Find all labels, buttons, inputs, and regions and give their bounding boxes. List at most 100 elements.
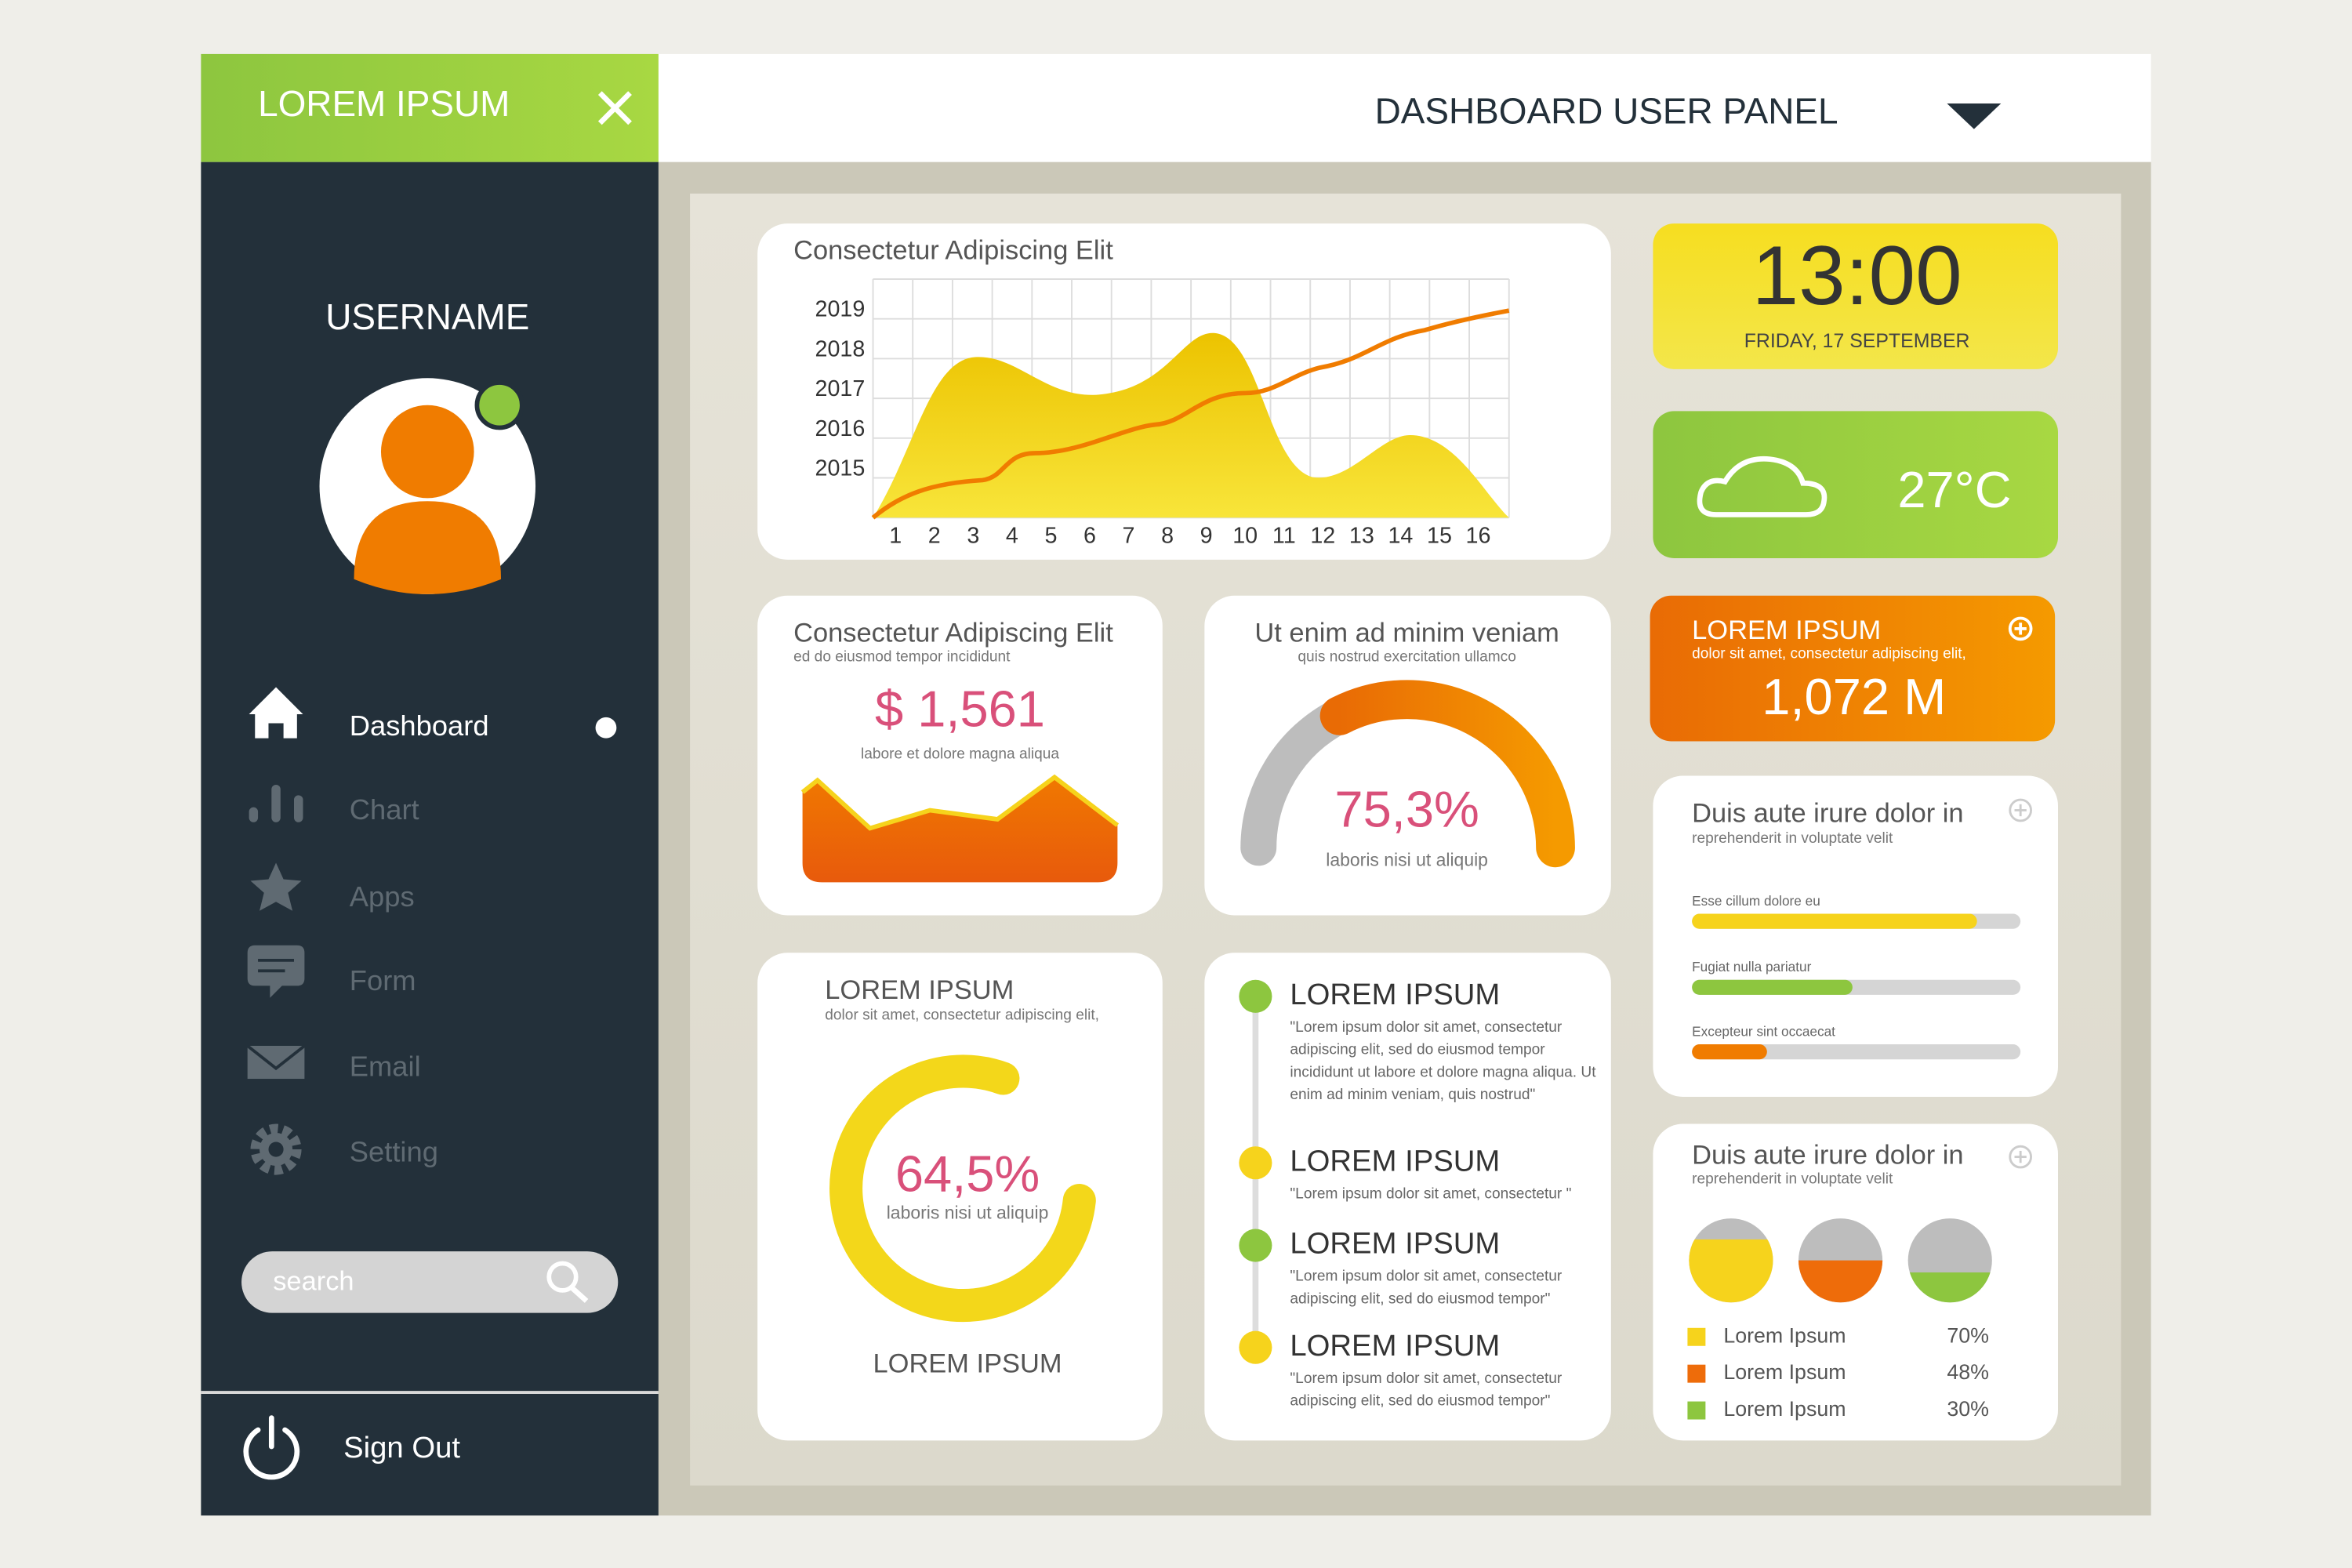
bar-label: Fugiat nulla pariatur — [1692, 959, 1811, 975]
card-title: Duis aute irure dolor in — [1692, 798, 1963, 828]
x-label: 9 — [1200, 524, 1213, 549]
avatar — [319, 378, 536, 594]
timeline-dot — [1239, 1229, 1272, 1262]
menu-item[interactable]: Form — [247, 945, 416, 998]
timeline-text: "Lorem ipsum dolor sit amet, consectetur — [1290, 1370, 1563, 1387]
card-subtitle: quis nostrud exercitation ullamco — [1298, 648, 1515, 665]
bar-label: Excepteur sint occaecat — [1692, 1023, 1835, 1039]
y-label: 2018 — [815, 336, 866, 361]
y-label: 2016 — [815, 416, 866, 441]
timeline-text: "Lorem ipsum dolor sit amet, consectetur… — [1290, 1185, 1571, 1202]
gauge-fill — [1319, 680, 1575, 868]
card-title: Consectetur Adipiscing Elit — [793, 236, 1113, 266]
sign-out-label: Sign Out — [343, 1431, 460, 1465]
expand-button[interactable] — [2008, 616, 2033, 641]
legend-label: Lorem Ipsum — [1723, 1397, 1846, 1421]
timeline-title: LOREM IPSUM — [1290, 1329, 1500, 1363]
revenue-line — [800, 774, 1120, 831]
x-label: 4 — [1006, 524, 1018, 549]
temperature: 27°C — [1897, 461, 2011, 518]
bar-track — [1692, 1044, 2021, 1060]
clock-card — [1653, 223, 2058, 369]
menu-item[interactable]: Apps — [250, 862, 415, 913]
revenue-value: $ 1,561 — [875, 680, 1045, 737]
close-button[interactable] — [597, 91, 632, 125]
expand-button[interactable] — [2009, 1145, 2032, 1169]
legend-label: Lorem Ipsum — [1723, 1360, 1846, 1384]
x-label: 12 — [1310, 524, 1335, 549]
x-label: 13 — [1349, 524, 1374, 549]
card-title: LOREM IPSUM — [1692, 615, 1881, 645]
x-label: 8 — [1161, 524, 1174, 549]
search-box[interactable]: search — [241, 1251, 619, 1313]
sign-out[interactable]: Sign Out — [243, 1415, 461, 1480]
expand-button[interactable] — [2009, 798, 2032, 822]
card — [1204, 953, 1611, 1441]
header-title: DASHBOARD USER PANEL — [1375, 91, 1838, 132]
menu-item[interactable]: Email — [246, 1044, 421, 1082]
card — [757, 953, 1163, 1441]
timeline-dot — [1239, 1330, 1272, 1364]
timeline-text: "Lorem ipsum dolor sit amet, consectetur — [1290, 1019, 1563, 1036]
timeline-text: "Lorem ipsum dolor sit amet, consectetur — [1290, 1269, 1563, 1285]
card-title: Ut enim ad minim veniam — [1254, 619, 1559, 648]
revenue-area — [802, 777, 1118, 883]
timeline-dot — [1239, 1146, 1272, 1180]
menu-item[interactable]: Dashboard — [249, 687, 617, 742]
menu-label: Chart — [350, 793, 419, 826]
gauge-track — [1240, 697, 1358, 866]
y-label: 2019 — [815, 297, 866, 322]
gauge-value: 75,3% — [1334, 781, 1479, 838]
timeline-title: LOREM IPSUM — [1290, 1144, 1500, 1178]
weather-card — [1653, 411, 2058, 558]
caption: labore et dolore magna aliqua — [861, 746, 1059, 763]
menu-item[interactable]: Chart — [249, 784, 419, 826]
menu-label: Apps — [350, 880, 415, 913]
timeline-text: adipiscing elit, sed do eiusmod tempor — [1290, 1042, 1545, 1058]
legend-swatch — [1687, 1401, 1706, 1420]
search-placeholder: search — [273, 1266, 354, 1296]
card-subtitle: dolor sit amet, consectetur adipiscing e… — [825, 1007, 1099, 1024]
brand-bar — [201, 53, 659, 162]
x-label: 14 — [1388, 524, 1413, 549]
timeline-dot — [1239, 979, 1272, 1013]
timeline-text: adipiscing elit, sed do eiusmod tempor" — [1290, 1393, 1550, 1410]
legend-value: 30% — [1947, 1397, 1989, 1421]
x-label: 16 — [1466, 524, 1491, 549]
dropdown-toggle[interactable] — [1947, 103, 2002, 129]
stat-value: 1,072 M — [1762, 668, 1946, 725]
timeline-text: adipiscing elit, sed do eiusmod tempor" — [1290, 1290, 1550, 1307]
bar-fill — [1692, 913, 1977, 929]
card-subtitle: dolor sit amet, consectetur adipiscing e… — [1692, 645, 1966, 662]
timeline-text: incididunt ut labore et dolore magna ali… — [1290, 1064, 1596, 1080]
y-label: 2015 — [815, 456, 866, 481]
legend-label: Lorem Ipsum — [1723, 1323, 1846, 1347]
menu-label: Email — [350, 1050, 421, 1082]
caption: laboris nisi ut aliquip — [887, 1202, 1049, 1222]
card-title: Duis aute irure dolor in — [1692, 1141, 1963, 1171]
caption: laboris nisi ut aliquip — [1326, 850, 1488, 870]
menu-item[interactable]: Setting — [250, 1123, 438, 1175]
timeline-title: LOREM IPSUM — [1290, 1227, 1500, 1261]
username: USERNAME — [325, 296, 529, 337]
timeline-title: LOREM IPSUM — [1290, 978, 1500, 1011]
clock-time: 13:00 — [1752, 228, 1962, 322]
area-shape — [873, 332, 1509, 518]
card — [1204, 595, 1611, 916]
bar-label: Esse cillum dolore eu — [1692, 893, 1820, 909]
donut-value: 64,5% — [895, 1145, 1040, 1203]
card-footer: LOREM IPSUM — [873, 1349, 1062, 1379]
pie — [1907, 1218, 1992, 1303]
donut-ring — [829, 1054, 1096, 1323]
pie — [1689, 1218, 1773, 1303]
bar-fill — [1692, 979, 1853, 995]
card-subtitle: reprehenderit in voluptate velit — [1692, 830, 1893, 847]
x-label: 3 — [967, 524, 979, 549]
x-label: 10 — [1232, 524, 1258, 549]
y-label: 2017 — [815, 376, 866, 401]
card-subtitle: reprehenderit in voluptate velit — [1692, 1171, 1893, 1187]
legend-value: 48% — [1947, 1360, 1989, 1384]
card-title: Consectetur Adipiscing Elit — [793, 619, 1113, 648]
card — [1653, 775, 2058, 1098]
